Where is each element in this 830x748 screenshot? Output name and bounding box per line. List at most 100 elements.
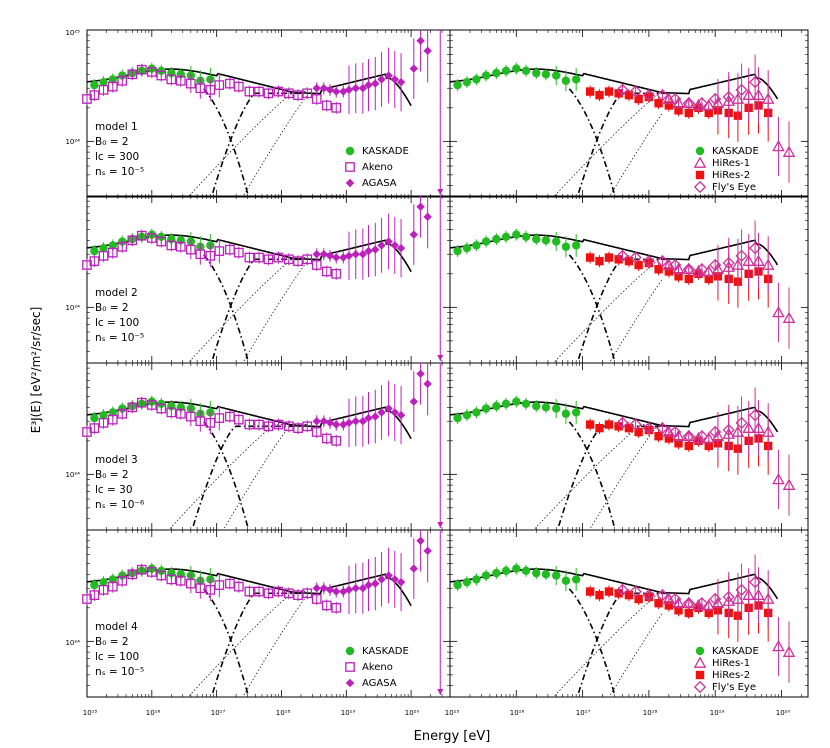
data-point-hires2 (604, 87, 614, 96)
panel-frame (449, 362, 809, 531)
model-annotation: model 3 (95, 454, 138, 466)
data-point-kaskade (481, 237, 491, 246)
data-point-flyseye (629, 585, 642, 598)
data-point-hires1 (772, 472, 785, 485)
data-point-agasa (396, 577, 406, 587)
data-point-akeno (273, 252, 284, 263)
data-point-hires2 (604, 253, 614, 262)
data-point-hires2 (674, 106, 683, 115)
data-point-kaskade (462, 243, 472, 253)
data-point-hires2 (595, 256, 604, 266)
data-point-flyseye (695, 263, 709, 276)
data-point-hires1 (752, 588, 765, 600)
data-point-hires2 (664, 267, 674, 276)
data-point-akeno (98, 585, 109, 595)
data-point-akeno (244, 419, 255, 430)
data-point-kaskade (541, 236, 551, 245)
data-point-hires1 (693, 156, 707, 168)
data-point-hires1 (742, 254, 755, 266)
legend-label: Akeno (362, 162, 393, 173)
data-point-hires2 (624, 90, 634, 100)
data-point-kaskade (108, 75, 117, 84)
data-point-kaskade (481, 404, 491, 413)
data-point-akeno (156, 403, 167, 414)
x-tick-label: 10¹⁷ (576, 709, 591, 717)
data-point-agasa (344, 251, 354, 261)
data-point-agasa (396, 410, 406, 420)
data-point-hires1 (731, 592, 745, 604)
data-point-kaskade (492, 401, 501, 411)
data-point-hires1 (761, 425, 775, 437)
data-point-kaskade (552, 71, 561, 80)
data-point-hires2 (614, 89, 623, 98)
data-point-akeno (127, 569, 138, 580)
data-point-akeno (156, 570, 167, 581)
data-point-hires2 (634, 594, 643, 604)
data-point-hires2 (684, 608, 694, 618)
data-point-akeno (244, 86, 255, 97)
data-point-kaskade (99, 577, 108, 587)
data-point-hires2 (684, 441, 694, 451)
model-curve-dotted (224, 424, 308, 529)
legend-label: Fly's Eye (712, 682, 756, 693)
model-curve-galactic (203, 88, 249, 195)
data-point-agasa (351, 584, 360, 593)
data-point-hires2 (704, 608, 713, 618)
data-point-akeno (175, 575, 186, 586)
y-tick-label: 10²⁴ (65, 471, 80, 479)
data-point-agasa (409, 397, 418, 406)
model-annotation: model 2 (95, 287, 138, 299)
data-point-akeno (302, 88, 313, 99)
panel-frame (449, 29, 809, 198)
data-point-agasa (423, 546, 432, 556)
data-point-agasa (377, 575, 386, 584)
data-point-akeno (244, 586, 255, 597)
data-point-agasa (416, 36, 425, 45)
model-curve-galactic (568, 254, 616, 361)
data-point-hires1 (782, 311, 796, 323)
data-point-hires1 (782, 145, 796, 157)
data-point-agasa (339, 253, 348, 262)
data-point-akeno (331, 435, 342, 446)
data-point-akeno (146, 233, 157, 243)
data-point-akeno (345, 162, 355, 172)
data-point-agasa (325, 251, 335, 261)
data-point-agasa (390, 75, 399, 84)
data-point-akeno (98, 251, 109, 261)
data-point-flyseye (642, 589, 656, 602)
data-point-flyseye (748, 242, 762, 255)
data-point-hires1 (693, 656, 707, 668)
model-curve-dotted (169, 424, 308, 529)
model-annotation: lc = 100 (95, 651, 139, 663)
legend-label: KASKADE (362, 646, 409, 657)
model-curve-extragalactic (577, 92, 669, 194)
data-point-agasa (396, 243, 406, 253)
data-point-agasa (384, 404, 393, 413)
data-point-akeno (136, 230, 147, 241)
data-point-agasa (312, 417, 321, 426)
panels-grid: model 1 B₀ = 2 lc = 300 nₛ = 10⁻⁵ KASKADE Ake… (82, 29, 809, 698)
data-point-kaskade (521, 399, 531, 409)
legend-label: KASKADE (712, 646, 759, 657)
data-point-hires2 (654, 265, 663, 274)
data-point-hires2 (624, 423, 634, 433)
data-point-akeno (107, 414, 118, 425)
data-point-akeno (89, 90, 100, 100)
data-point-akeno (284, 88, 294, 99)
data-point-kaskade (99, 410, 108, 420)
model-annotation: model 4 (95, 621, 138, 633)
data-point-agasa (332, 587, 341, 596)
data-point-kaskade (561, 409, 571, 418)
data-point-akeno (166, 574, 177, 585)
data-point-hires2 (604, 587, 614, 596)
data-point-hires2 (695, 670, 705, 680)
model-curve-extragalactic (577, 592, 669, 694)
data-point-kaskade (521, 66, 531, 76)
data-point-agasa (351, 84, 360, 93)
data-point-akeno (233, 81, 244, 92)
data-point-agasa (377, 75, 386, 84)
data-point-flyseye (748, 576, 762, 589)
data-point-kaskade (571, 575, 581, 584)
data-point-agasa (332, 87, 341, 96)
data-point-kaskade (492, 568, 501, 578)
